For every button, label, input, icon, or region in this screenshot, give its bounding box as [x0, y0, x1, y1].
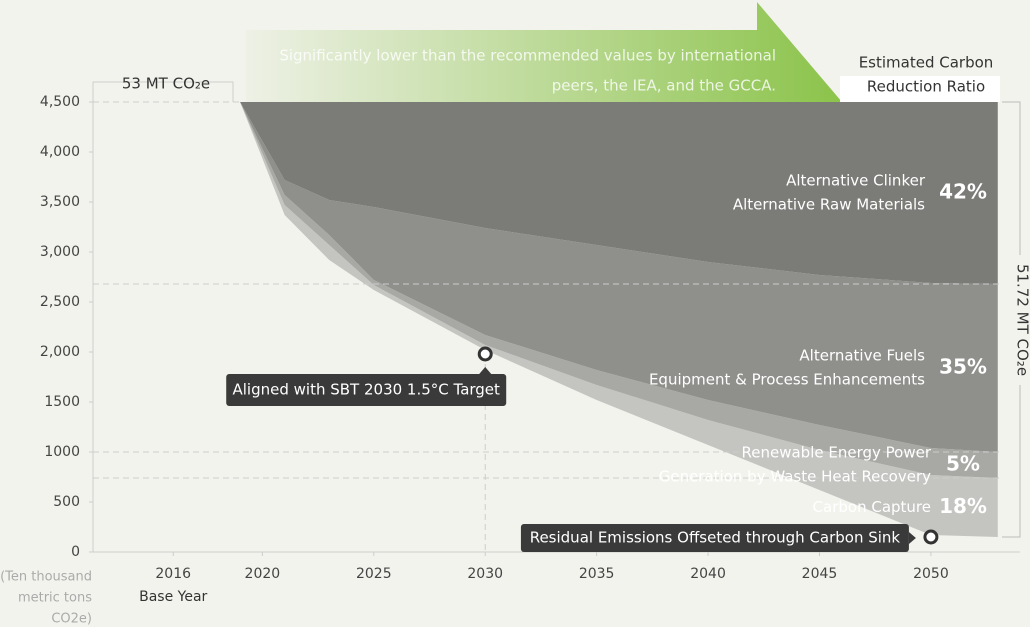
ratio-label: 5% — [946, 452, 980, 476]
y-tick-label: 1500 — [44, 394, 80, 410]
base-year-label: Base Year — [139, 589, 207, 605]
y-tick-label: 4,500 — [40, 94, 80, 110]
ratio-label: 35% — [939, 355, 987, 379]
marker — [923, 529, 939, 545]
y-tick-label: 1000 — [44, 444, 80, 460]
band-label: Alternative Clinker — [786, 172, 926, 190]
banner-arrow — [246, 2, 842, 102]
x-tick-label: 2030 — [467, 566, 503, 582]
band-label: Alternative Raw Materials — [733, 196, 925, 214]
callout-tip — [908, 532, 916, 544]
plot — [89, 101, 1020, 556]
x-tick-label: 2025 — [356, 566, 392, 582]
callout-box — [226, 374, 507, 406]
y-tick-label: 0 — [71, 544, 80, 560]
band-label: Alternative Fuels — [799, 347, 925, 365]
banner-text: Significantly lower than the recommended… — [279, 47, 776, 65]
ratio-label: 42% — [939, 180, 987, 204]
area — [240, 102, 998, 284]
marker — [477, 346, 493, 362]
callout-text: Aligned with SBT 2030 1.5°C Target — [233, 381, 501, 399]
x-tick-label: 2045 — [802, 566, 838, 582]
band-label: Carbon Capture — [813, 498, 931, 516]
y-tick-label: 2,500 — [40, 294, 80, 310]
x-tick-label: 2040 — [690, 566, 726, 582]
band-label: Generation by Waste Heat Recovery — [659, 468, 931, 486]
start-label: 53 MT CO₂e — [122, 75, 210, 93]
total-label-bg — [1012, 255, 1030, 385]
band-label: Renewable Energy Power — [742, 444, 932, 462]
y-tick-label: 3,500 — [40, 194, 80, 210]
area — [240, 102, 998, 452]
callout-text: Residual Emissions Offseted through Carb… — [530, 529, 901, 547]
callout-box — [520, 524, 909, 552]
x-tick-label: 2035 — [579, 566, 615, 582]
y-tick-label: 3,000 — [40, 244, 80, 260]
header-text: Estimated Carbon — [859, 54, 994, 72]
total-label: 51.72 MT CO₂e — [1014, 264, 1030, 376]
y-tick-label: 500 — [53, 494, 80, 510]
band-label: Equipment & Process Enhancements — [649, 371, 925, 389]
area — [240, 102, 998, 537]
callout-tip — [479, 367, 492, 374]
unit-label: metric tons — [18, 591, 92, 606]
x-tick-label: 2050 — [913, 566, 949, 582]
area — [240, 102, 998, 478]
ratio-label: 18% — [939, 494, 987, 518]
y-tick-label: 2,000 — [40, 344, 80, 360]
x-tick-label: 2016 — [155, 566, 191, 582]
unit-label: CO2e) — [51, 612, 92, 627]
header-text: Reduction Ratio — [867, 78, 985, 96]
start-bracket — [92, 81, 234, 102]
header-box — [840, 76, 1000, 102]
x-tick-label: 2020 — [245, 566, 281, 582]
banner-text: peers, the IEA, and the GCCA. — [552, 77, 776, 95]
unit-label: (Ten thousand — [0, 570, 92, 585]
y-tick-label: 4,000 — [40, 144, 80, 160]
